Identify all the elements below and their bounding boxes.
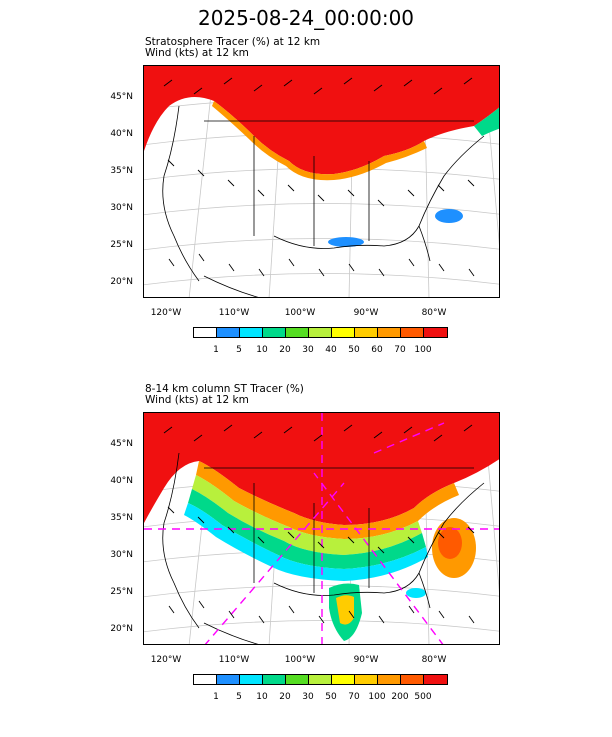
panel2-colorbar-label: 20 [279, 692, 291, 702]
panel1-lat-label: 25°N [110, 240, 133, 250]
panel1-lon-label: 90°W [353, 308, 379, 318]
panel1-map-svg [144, 66, 499, 297]
colorbar-swatch [263, 328, 286, 337]
panel1-lon-label: 110°W [218, 308, 250, 318]
panel2-colorbar-label: 200 [391, 692, 409, 702]
panel2-lat-label: 35°N [110, 513, 133, 523]
panel2-colorbar-label: 5 [236, 692, 242, 702]
panel2-map-svg [144, 413, 499, 644]
colorbar-swatch [355, 328, 378, 337]
panel2-lon-label: 90°W [353, 655, 379, 665]
panel2-colorbar [193, 674, 448, 685]
panel1-lon-label: 80°W [421, 308, 447, 318]
panel2-lon-label: 100°W [284, 655, 316, 665]
colorbar-swatch [240, 675, 263, 684]
colorbar-swatch [401, 675, 424, 684]
panel1-colorbar-label: 70 [394, 345, 406, 355]
panel1-wind-title: Wind (kts) at 12 km [145, 47, 249, 59]
panel1-lat-label: 20°N [110, 277, 133, 287]
panel2-colorbar-label: 30 [302, 692, 314, 702]
colorbar-swatch [332, 328, 355, 337]
panel2-lon-label: 80°W [421, 655, 447, 665]
colorbar-swatch [309, 675, 332, 684]
panel2-colorbar-label: 100 [368, 692, 386, 702]
panel1-lon-label: 100°W [284, 308, 316, 318]
panel2-lat-label: 30°N [110, 550, 133, 560]
panel1-tracer-field [144, 66, 499, 247]
panel2-colorbar-label: 50 [325, 692, 337, 702]
chart-title: 2025-08-24_00:00:00 [197, 6, 415, 30]
colorbar-swatch [217, 675, 240, 684]
panel1-colorbar-label: 50 [348, 345, 360, 355]
panel1-colorbar-label: 5 [236, 345, 242, 355]
panel2-lon-label: 110°W [218, 655, 250, 665]
panel1-colorbar-label: 60 [371, 345, 383, 355]
colorbar-swatch [355, 675, 378, 684]
panel2-dashed-lines [144, 413, 499, 644]
panel1-field-title: Stratosphere Tracer (%) at 12 km [145, 36, 321, 48]
panel1-map [143, 65, 500, 298]
panel1-lat-label: 45°N [110, 92, 133, 102]
colorbar-swatch [401, 328, 424, 337]
colorbar-swatch [263, 675, 286, 684]
colorbar-swatch [424, 675, 447, 684]
colorbar-swatch [378, 675, 401, 684]
colorbar-swatch [194, 328, 217, 337]
colorbar-swatch [424, 328, 447, 337]
panel1-colorbar-label: 100 [414, 345, 432, 355]
panel2-lat-label: 40°N [110, 476, 133, 486]
colorbar-swatch [378, 328, 401, 337]
panel1-colorbar [193, 327, 448, 338]
colorbar-swatch [240, 328, 263, 337]
panel1-lat-label: 30°N [110, 203, 133, 213]
panel1-colorbar-label: 20 [279, 345, 291, 355]
colorbar-swatch [332, 675, 355, 684]
colorbar-swatch [194, 675, 217, 684]
panel2-map [143, 412, 500, 645]
panel2-lon-label: 120°W [150, 655, 182, 665]
panel1-colorbar-label: 1 [213, 345, 219, 355]
panel1-lon-label: 120°W [150, 308, 182, 318]
colorbar-swatch [309, 328, 332, 337]
panel1-lat-label: 40°N [110, 129, 133, 139]
panel2-colorbar-label: 500 [414, 692, 432, 702]
panel2-field-title: 8-14 km column ST Tracer (%) [145, 383, 304, 395]
panel2-wind-barbs [163, 424, 475, 624]
panel1-colorbar-label: 30 [302, 345, 314, 355]
panel1-colorbar-label: 10 [256, 345, 268, 355]
panel1-lat-label: 35°N [110, 166, 133, 176]
colorbar-swatch [217, 328, 240, 337]
panel2-lat-label: 20°N [110, 624, 133, 634]
panel2-lat-label: 25°N [110, 587, 133, 597]
panel2-colorbar-label: 70 [348, 692, 360, 702]
panel2-wind-title: Wind (kts) at 12 km [145, 394, 249, 406]
panel2-colorbar-label: 10 [256, 692, 268, 702]
panel1-coastlines [162, 105, 485, 297]
colorbar-swatch [286, 675, 309, 684]
panel1-wind-barbs [163, 77, 475, 277]
panel2-colorbar-label: 1 [213, 692, 219, 702]
panel2-lat-label: 45°N [110, 439, 133, 449]
colorbar-swatch [286, 328, 309, 337]
panel1-colorbar-label: 40 [325, 345, 337, 355]
